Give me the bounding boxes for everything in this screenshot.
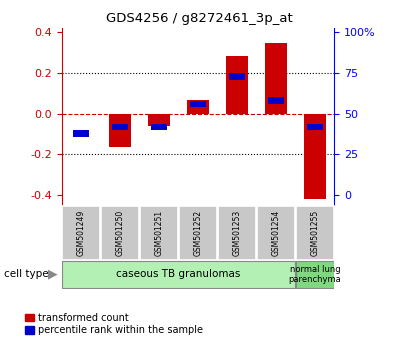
FancyBboxPatch shape bbox=[62, 261, 295, 288]
FancyBboxPatch shape bbox=[62, 206, 100, 259]
Bar bbox=[307, 124, 323, 130]
Text: GDS4256 / g8272461_3p_at: GDS4256 / g8272461_3p_at bbox=[105, 12, 293, 25]
Text: GSM501252: GSM501252 bbox=[193, 210, 203, 256]
Bar bbox=[112, 124, 128, 130]
FancyBboxPatch shape bbox=[296, 206, 334, 259]
Bar bbox=[229, 73, 245, 80]
Bar bbox=[265, 42, 287, 114]
FancyBboxPatch shape bbox=[296, 261, 334, 288]
Text: GSM501251: GSM501251 bbox=[154, 210, 164, 256]
Text: normal lung
parenchyma: normal lung parenchyma bbox=[289, 265, 341, 284]
Bar bbox=[73, 130, 89, 137]
FancyBboxPatch shape bbox=[140, 206, 178, 259]
Text: GSM501249: GSM501249 bbox=[77, 210, 86, 256]
Text: GSM501250: GSM501250 bbox=[115, 210, 125, 256]
Bar bbox=[187, 99, 209, 114]
Text: cell type: cell type bbox=[4, 269, 49, 279]
Text: ▶: ▶ bbox=[48, 268, 58, 281]
Bar bbox=[226, 56, 248, 114]
FancyBboxPatch shape bbox=[101, 206, 139, 259]
Bar bbox=[148, 114, 170, 126]
Bar bbox=[151, 124, 167, 130]
Bar bbox=[109, 114, 131, 147]
Bar bbox=[304, 114, 326, 199]
Text: GSM501253: GSM501253 bbox=[232, 210, 242, 256]
FancyBboxPatch shape bbox=[218, 206, 256, 259]
Text: caseous TB granulomas: caseous TB granulomas bbox=[116, 269, 241, 279]
Legend: transformed count, percentile rank within the sample: transformed count, percentile rank withi… bbox=[25, 313, 203, 335]
FancyBboxPatch shape bbox=[179, 206, 217, 259]
Bar bbox=[268, 97, 284, 104]
FancyBboxPatch shape bbox=[257, 206, 295, 259]
Bar bbox=[190, 101, 206, 107]
Text: GSM501255: GSM501255 bbox=[310, 210, 319, 256]
Text: GSM501254: GSM501254 bbox=[271, 210, 281, 256]
